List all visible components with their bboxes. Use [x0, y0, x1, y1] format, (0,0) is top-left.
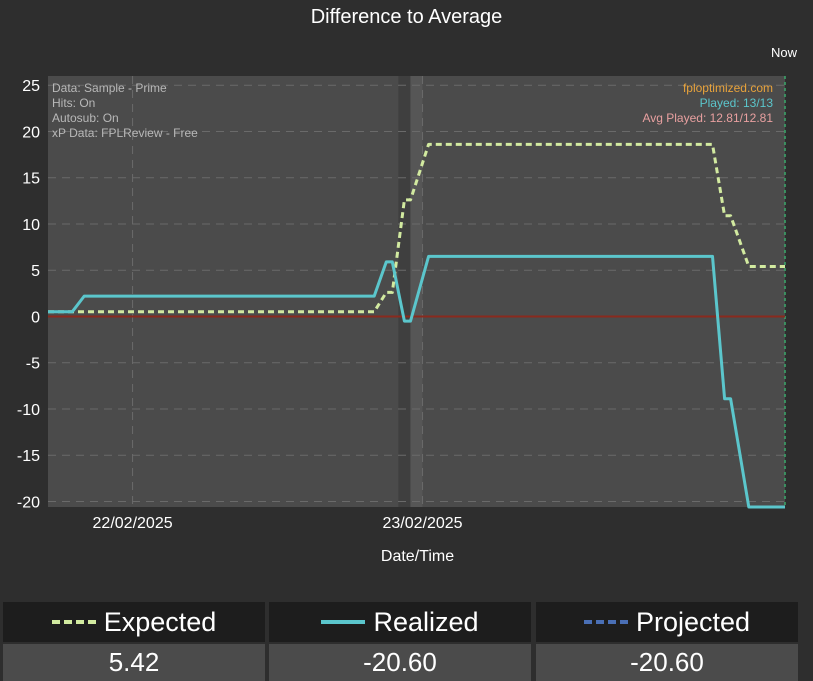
y-tick-label: 5 — [31, 263, 40, 280]
x-tick-label: 23/02/2025 — [383, 515, 463, 532]
y-tick-label: -5 — [26, 356, 40, 373]
y-tick-label: 10 — [22, 217, 40, 234]
legend-card-projected[interactable]: Projected -20.60 — [536, 602, 798, 681]
y-tick-label: 15 — [22, 171, 40, 188]
info-text-left: Autosub: On — [52, 111, 119, 125]
y-tick-label: 25 — [22, 78, 40, 95]
shaded-period-0 — [398, 76, 411, 507]
legend-card-expected[interactable]: Expected 5.42 — [3, 602, 265, 681]
chart-svg[interactable]: 25 20 15 10 5 0 -5 -10 -15 -20 22/02/2025 23/02/202… — [0, 0, 813, 600]
legend-value-projected: -20.60 — [536, 644, 798, 681]
legend-value-expected: 5.42 — [3, 644, 265, 681]
legend-value-realized: -20.60 — [269, 644, 531, 681]
legend-swatch-projected — [583, 620, 628, 624]
y-tick-label: -15 — [17, 448, 40, 465]
info-text-left: Hits: On — [52, 96, 95, 110]
y-tick-label: -20 — [17, 494, 40, 511]
info-text-right: fploptimized.com — [683, 81, 773, 95]
legend-swatch-realized — [321, 620, 366, 624]
series-line-expected — [48, 142, 785, 314]
legend-header-expected[interactable]: Expected — [3, 602, 265, 642]
chart-title: Difference to Average — [310, 6, 503, 28]
legend-label-realized: Realized — [373, 606, 479, 637]
x-axis-label: Date/Time — [381, 548, 454, 565]
series-line-realized — [48, 254, 785, 509]
legend-card-realized[interactable]: Realized -20.60 — [269, 602, 531, 681]
x-tick-label: 22/02/2025 — [93, 515, 173, 532]
y-tick-label: -10 — [17, 402, 40, 419]
legend-row: Expected 5.42 Realized -20.60 Projected … — [3, 602, 810, 681]
y-tick-label: 20 — [22, 124, 40, 141]
info-text-left: Data: Sample - Prime — [52, 81, 167, 95]
info-text-right: Played: 13/13 — [700, 96, 774, 110]
shaded-period-1 — [410, 76, 423, 507]
legend-header-projected[interactable]: Projected — [536, 602, 798, 642]
legend-label-expected: Expected — [103, 606, 217, 637]
legend-label-projected: Projected — [635, 606, 751, 637]
y-tick-label: 0 — [31, 309, 40, 326]
info-text-left: xP Data: FPLReview - Free — [52, 126, 198, 140]
legend-swatch-expected — [51, 620, 96, 624]
legend-header-realized[interactable]: Realized — [269, 602, 531, 642]
info-text-right: Avg Played: 12.81/12.81 — [642, 111, 773, 125]
now-label: Now — [771, 45, 798, 60]
